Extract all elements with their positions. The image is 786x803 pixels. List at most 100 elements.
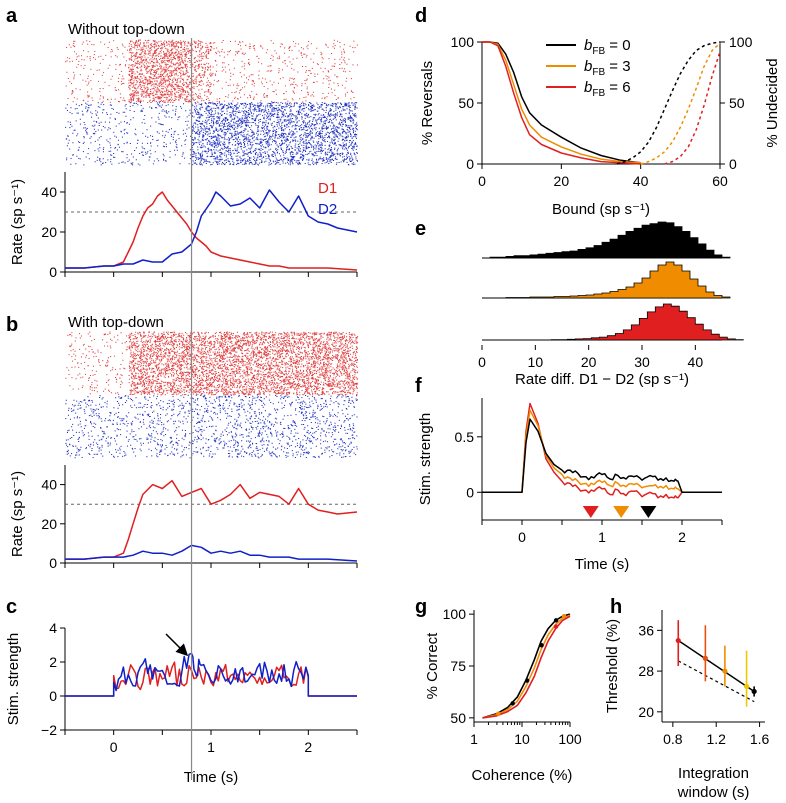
curve-reversals-bfb-6 (482, 41, 641, 165)
y-tick-label: 2 (49, 654, 57, 670)
panel-f-stim-plot: 0 0.5 0 1 2 Stim. strength Time (s) (417, 398, 723, 573)
histogram-bfb-3 (482, 261, 731, 299)
panel-label-c: c (6, 596, 17, 618)
legend-sub: FB (592, 46, 605, 57)
x-tick-label: 2 (678, 529, 686, 545)
panel-b-rate-plot: 0 20 40 Rate (sp s⁻¹) (9, 465, 358, 571)
curve-undecided-bfb-6 (664, 51, 721, 165)
panel-label-h: h (610, 596, 622, 618)
x-tick-label: 1.2 (706, 731, 726, 747)
y-tick-label: 0 (49, 264, 57, 280)
annotation-arrow (165, 633, 189, 657)
x-tick-label: 20 (581, 354, 597, 370)
stim-curve-bfb-3 (482, 409, 722, 494)
x-tick-label: 30 (634, 354, 650, 370)
y2-tick-label: 50 (729, 95, 745, 111)
threshold-point (722, 668, 728, 674)
legend-b: b (584, 79, 592, 96)
y-tick-label: 36 (638, 622, 654, 638)
legend-value: = 0 (605, 37, 630, 54)
raster-d2-spikes (65, 102, 358, 166)
x-tick-label: 1 (207, 739, 215, 755)
coherence-x-axis-label: Coherence (%) (472, 767, 573, 784)
threshold-point (751, 688, 757, 695)
x-tick-label: 1.6 (750, 731, 770, 747)
panel-a-title: Without top-down (68, 21, 185, 38)
psychometric-bfb-0 (482, 613, 571, 719)
stim-trace-d2 (65, 652, 357, 697)
x-tick-label: 2 (304, 739, 312, 755)
raster-d2-spikes (65, 394, 358, 459)
data-point (553, 618, 559, 623)
rate-diff-x-axis-label: Rate diff. D1 − D2 (sp s⁻¹) (515, 371, 689, 388)
y-tick-label: 28 (638, 663, 654, 679)
decision-time-marker (582, 506, 599, 518)
x-tick-label: 100 (558, 731, 582, 747)
x-tick-label: 10 (514, 731, 530, 747)
y-tick-label: 20 (638, 704, 654, 720)
decision-time-marker (640, 506, 657, 518)
threshold-point (743, 683, 750, 689)
y-tick-label: 0.5 (455, 429, 475, 445)
curve-undecided-bfb-3 (640, 42, 721, 165)
x-tick-label: 60 (712, 173, 728, 189)
integration-x-axis-label-line1: Integration (678, 765, 749, 782)
integration-x-axis-label-line2: window (s) (677, 784, 750, 801)
stim-y-axis-label: Stim. strength (5, 633, 22, 726)
stim-curve-bfb-6 (482, 402, 722, 499)
y-tick-label: 0 (49, 555, 57, 571)
x-tick-label: 1 (470, 731, 478, 747)
curve-reversals-bfb-0 (482, 41, 641, 164)
data-point (539, 643, 544, 648)
psychometric-bfb-6 (482, 615, 571, 719)
panel-a-rate-plot: 0 20 40 Rate (sp s⁻¹) (9, 172, 358, 280)
y-tick-label: 4 (49, 620, 57, 636)
raster-with-top-down (65, 331, 359, 459)
rate-trace-d1 (65, 479, 358, 560)
x-tick-label: 0 (518, 529, 526, 545)
threshold-y-axis-label: Threshold (%) (604, 619, 621, 713)
legend-value: = 3 (605, 58, 630, 75)
legend-sub: FB (592, 67, 605, 78)
histogram-bfb-0 (482, 221, 731, 259)
panel-label-a: a (6, 5, 18, 27)
threshold-bound-line (678, 660, 755, 703)
y-tick-label: 75 (450, 658, 466, 674)
x-tick-label: 10 (528, 354, 544, 370)
x-tick-label: 0 (478, 354, 486, 370)
curve-reversals-bfb-3 (482, 41, 641, 164)
y2-tick-label: 100 (729, 34, 753, 50)
histogram-bfb-6 (535, 303, 744, 341)
reversals-y-axis-label: % Reversals (419, 61, 436, 145)
y-tick-label: 40 (41, 184, 57, 200)
threshold-point (702, 655, 708, 661)
legend-sub: FB (592, 88, 605, 99)
raster-d1-spikes (65, 39, 358, 103)
raster-d1-spikes (65, 331, 359, 396)
bound-x-axis-label: Bound (sp s⁻¹) (552, 201, 650, 218)
rate-y-axis-label: Rate (sp s⁻¹) (9, 179, 26, 265)
y-tick-label: 20 (41, 516, 57, 532)
y-tick-label: 0 (466, 156, 474, 172)
y-tick-label: 50 (458, 95, 474, 111)
legend-b: b (584, 58, 592, 75)
y-tick-label: −2 (41, 722, 57, 738)
panel-label-d: d (415, 5, 427, 27)
panel-label-b: b (6, 314, 18, 336)
y-tick-label: 100 (451, 34, 475, 50)
x-tick-label: 1 (598, 529, 606, 545)
y-tick-label: 20 (41, 224, 57, 240)
d1-label: D1 (318, 180, 337, 197)
data-point (524, 678, 530, 683)
y-tick-label: 50 (450, 710, 466, 726)
legend-entry: bFB = 3 (584, 58, 631, 78)
panel-label-e: e (415, 218, 426, 240)
data-point (561, 614, 567, 619)
legend-value: = 6 (605, 79, 630, 96)
rate-trace-d2 (65, 189, 358, 269)
x-tick-label: 0.8 (663, 731, 683, 747)
stim-strength-y-axis-label: Stim. strength (417, 413, 434, 506)
